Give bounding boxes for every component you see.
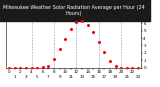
Title: Milwaukee Weather Solar Radiation Average per Hour (24 Hours): Milwaukee Weather Solar Radiation Averag…: [3, 5, 144, 16]
